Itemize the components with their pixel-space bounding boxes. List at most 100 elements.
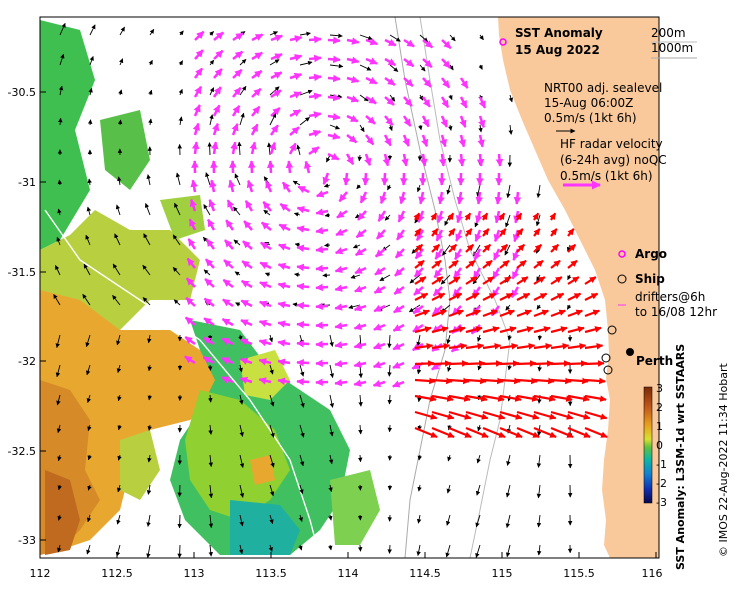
current-arrow [296, 263, 310, 272]
current-arrow [55, 364, 61, 378]
current-arrow [222, 298, 234, 308]
current-arrow [269, 394, 275, 407]
current-arrow [567, 243, 577, 253]
current-arrow [482, 426, 506, 439]
current-arrow [536, 184, 541, 199]
current-arrow [213, 68, 223, 79]
x-tick-label: 113.5 [255, 567, 287, 580]
current-arrow [279, 202, 291, 213]
current-arrow [436, 210, 444, 224]
current-arrow [434, 248, 444, 260]
current-arrow [584, 292, 599, 301]
current-arrow [465, 228, 473, 237]
current-arrow [359, 124, 365, 133]
ship-marker [601, 353, 611, 363]
y-tick-label: -31.5 [8, 266, 36, 279]
current-arrow [448, 243, 458, 253]
current-arrow [357, 210, 367, 221]
current-arrow [498, 212, 506, 221]
current-arrow [567, 326, 585, 334]
current-arrow [221, 376, 234, 384]
current-arrow [346, 114, 359, 123]
current-arrow [345, 153, 355, 165]
current-arrow [499, 243, 509, 253]
current-arrow [477, 424, 482, 432]
current-arrow [437, 191, 445, 205]
current-arrow [476, 184, 481, 197]
current-arrow [59, 53, 65, 66]
current-arrow [508, 94, 514, 103]
current-arrow [334, 247, 348, 255]
current-arrow [479, 34, 484, 41]
current-arrow [186, 257, 196, 269]
current-arrow [383, 134, 392, 147]
current-arrow [329, 33, 343, 38]
map-title: SST Anomaly [515, 26, 603, 40]
current-arrow [57, 179, 63, 186]
hf-radar-title: HF radar velocity [560, 137, 663, 151]
current-arrow [184, 316, 196, 326]
current-arrow [448, 228, 456, 237]
current-arrow [533, 259, 544, 269]
current-arrow [392, 342, 405, 351]
current-arrow [482, 377, 504, 385]
current-arrow [494, 191, 503, 205]
current-arrow [297, 185, 310, 194]
current-arrow [57, 544, 62, 553]
current-arrow [419, 64, 426, 72]
current-arrow [172, 234, 181, 246]
current-arrow [464, 212, 472, 221]
current-arrow [384, 96, 395, 106]
current-arrow [396, 229, 406, 241]
current-arrow [381, 172, 389, 186]
current-arrow [535, 214, 541, 227]
current-arrow [115, 204, 121, 216]
current-arrow [373, 285, 386, 294]
isobath-deep [44, 209, 321, 558]
current-arrow [446, 484, 451, 494]
current-arrow [221, 318, 234, 327]
current-arrow [238, 544, 244, 555]
current-arrow [270, 89, 282, 99]
current-arrow [516, 228, 524, 237]
current-arrow [315, 340, 329, 348]
current-arrow [270, 53, 283, 61]
current-arrow [242, 240, 253, 250]
current-arrow [327, 74, 341, 83]
colorbar-tick-label: -2 [656, 477, 667, 490]
current-arrow [329, 424, 334, 437]
current-arrow [448, 276, 461, 285]
current-arrow [475, 514, 481, 528]
current-arrow [208, 424, 213, 435]
current-arrow [417, 454, 423, 461]
current-arrow [117, 424, 122, 431]
current-arrow [418, 191, 426, 205]
current-arrow [315, 264, 329, 273]
current-arrow [499, 360, 520, 367]
current-arrow [296, 144, 301, 156]
current-arrow [550, 228, 558, 237]
current-arrow [299, 394, 305, 408]
current-arrow [353, 341, 367, 349]
current-arrow [513, 191, 522, 205]
current-arrow [278, 243, 291, 251]
current-arrow [414, 426, 438, 439]
current-arrow [231, 105, 241, 117]
current-arrow [448, 259, 459, 269]
current-arrow [143, 233, 151, 246]
current-arrow [388, 124, 393, 132]
current-arrow [399, 191, 407, 205]
current-arrow [465, 292, 480, 301]
current-arrow [482, 276, 495, 285]
current-arrow [239, 484, 245, 498]
current-arrow [299, 454, 305, 467]
current-arrow [259, 300, 272, 308]
current-arrow [58, 117, 63, 126]
current-arrow [477, 334, 482, 342]
current-arrow [57, 208, 62, 216]
current-arrow [516, 243, 526, 253]
current-arrow [475, 191, 483, 205]
current-arrow [117, 119, 123, 126]
current-arrow [384, 214, 391, 221]
